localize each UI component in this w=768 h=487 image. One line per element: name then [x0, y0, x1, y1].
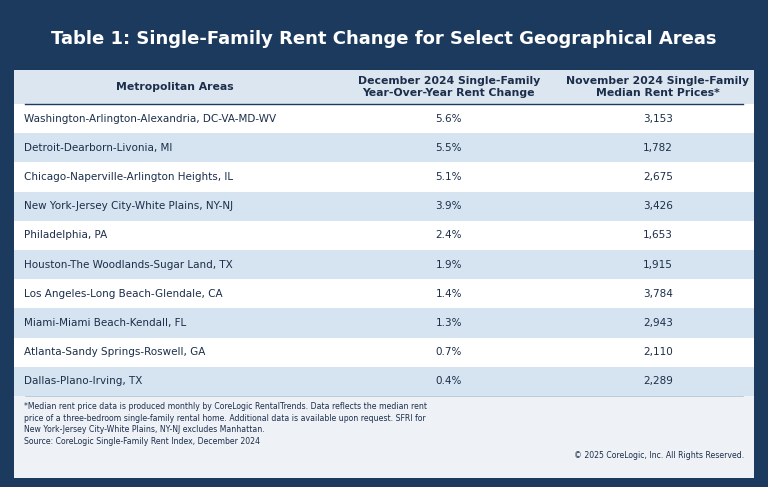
Text: Metropolitan Areas: Metropolitan Areas	[116, 82, 233, 92]
Text: Los Angeles-Long Beach-Glendale, CA: Los Angeles-Long Beach-Glendale, CA	[24, 289, 223, 299]
Text: Detroit-Dearborn-Livonia, MI: Detroit-Dearborn-Livonia, MI	[24, 143, 173, 153]
FancyBboxPatch shape	[14, 250, 754, 279]
Text: 2.4%: 2.4%	[435, 230, 462, 241]
FancyBboxPatch shape	[14, 133, 754, 163]
Text: 1,653: 1,653	[643, 230, 673, 241]
Text: December 2024 Single-Family
Year-Over-Year Rent Change: December 2024 Single-Family Year-Over-Ye…	[358, 76, 540, 98]
Text: 5.6%: 5.6%	[435, 113, 462, 124]
Text: 3,784: 3,784	[643, 289, 673, 299]
FancyBboxPatch shape	[14, 279, 754, 308]
FancyBboxPatch shape	[14, 308, 754, 337]
FancyBboxPatch shape	[14, 396, 754, 478]
Text: 1.4%: 1.4%	[435, 289, 462, 299]
FancyBboxPatch shape	[14, 9, 754, 70]
Text: Atlanta-Sandy Springs-Roswell, GA: Atlanta-Sandy Springs-Roswell, GA	[24, 347, 206, 357]
Text: 3.9%: 3.9%	[435, 201, 462, 211]
Text: Washington-Arlington-Alexandria, DC-VA-MD-WV: Washington-Arlington-Alexandria, DC-VA-M…	[24, 113, 276, 124]
Text: New York-Jersey City-White Plains, NY-NJ: New York-Jersey City-White Plains, NY-NJ	[24, 201, 233, 211]
FancyBboxPatch shape	[14, 163, 754, 192]
Text: 1,915: 1,915	[643, 260, 673, 270]
Text: November 2024 Single-Family
Median Rent Prices*: November 2024 Single-Family Median Rent …	[567, 76, 750, 98]
Text: Table 1: Single-Family Rent Change for Select Geographical Areas: Table 1: Single-Family Rent Change for S…	[51, 30, 717, 48]
Text: © 2025 CoreLogic, Inc. All Rights Reserved.: © 2025 CoreLogic, Inc. All Rights Reserv…	[574, 451, 744, 460]
FancyBboxPatch shape	[14, 70, 754, 104]
Text: 2,289: 2,289	[643, 376, 673, 387]
FancyBboxPatch shape	[14, 221, 754, 250]
Text: 1,782: 1,782	[643, 143, 673, 153]
Text: 2,943: 2,943	[643, 318, 673, 328]
FancyBboxPatch shape	[14, 337, 754, 367]
Text: 5.1%: 5.1%	[435, 172, 462, 182]
Text: 3,153: 3,153	[643, 113, 673, 124]
Text: 2,675: 2,675	[643, 172, 673, 182]
Text: 0.4%: 0.4%	[435, 376, 462, 387]
Text: *Median rent price data is produced monthly by CoreLogic RentalTrends. Data refl: *Median rent price data is produced mont…	[24, 402, 427, 446]
Text: 3,426: 3,426	[643, 201, 673, 211]
Text: Dallas-Plano-Irving, TX: Dallas-Plano-Irving, TX	[24, 376, 143, 387]
Text: Chicago-Naperville-Arlington Heights, IL: Chicago-Naperville-Arlington Heights, IL	[24, 172, 233, 182]
FancyBboxPatch shape	[14, 367, 754, 396]
Text: Miami-Miami Beach-Kendall, FL: Miami-Miami Beach-Kendall, FL	[24, 318, 187, 328]
Text: Philadelphia, PA: Philadelphia, PA	[24, 230, 108, 241]
FancyBboxPatch shape	[14, 192, 754, 221]
Text: Houston-The Woodlands-Sugar Land, TX: Houston-The Woodlands-Sugar Land, TX	[24, 260, 233, 270]
FancyBboxPatch shape	[14, 104, 754, 133]
Text: 1.9%: 1.9%	[435, 260, 462, 270]
Text: 2,110: 2,110	[643, 347, 673, 357]
Text: 1.3%: 1.3%	[435, 318, 462, 328]
Text: 5.5%: 5.5%	[435, 143, 462, 153]
Text: 0.7%: 0.7%	[435, 347, 462, 357]
